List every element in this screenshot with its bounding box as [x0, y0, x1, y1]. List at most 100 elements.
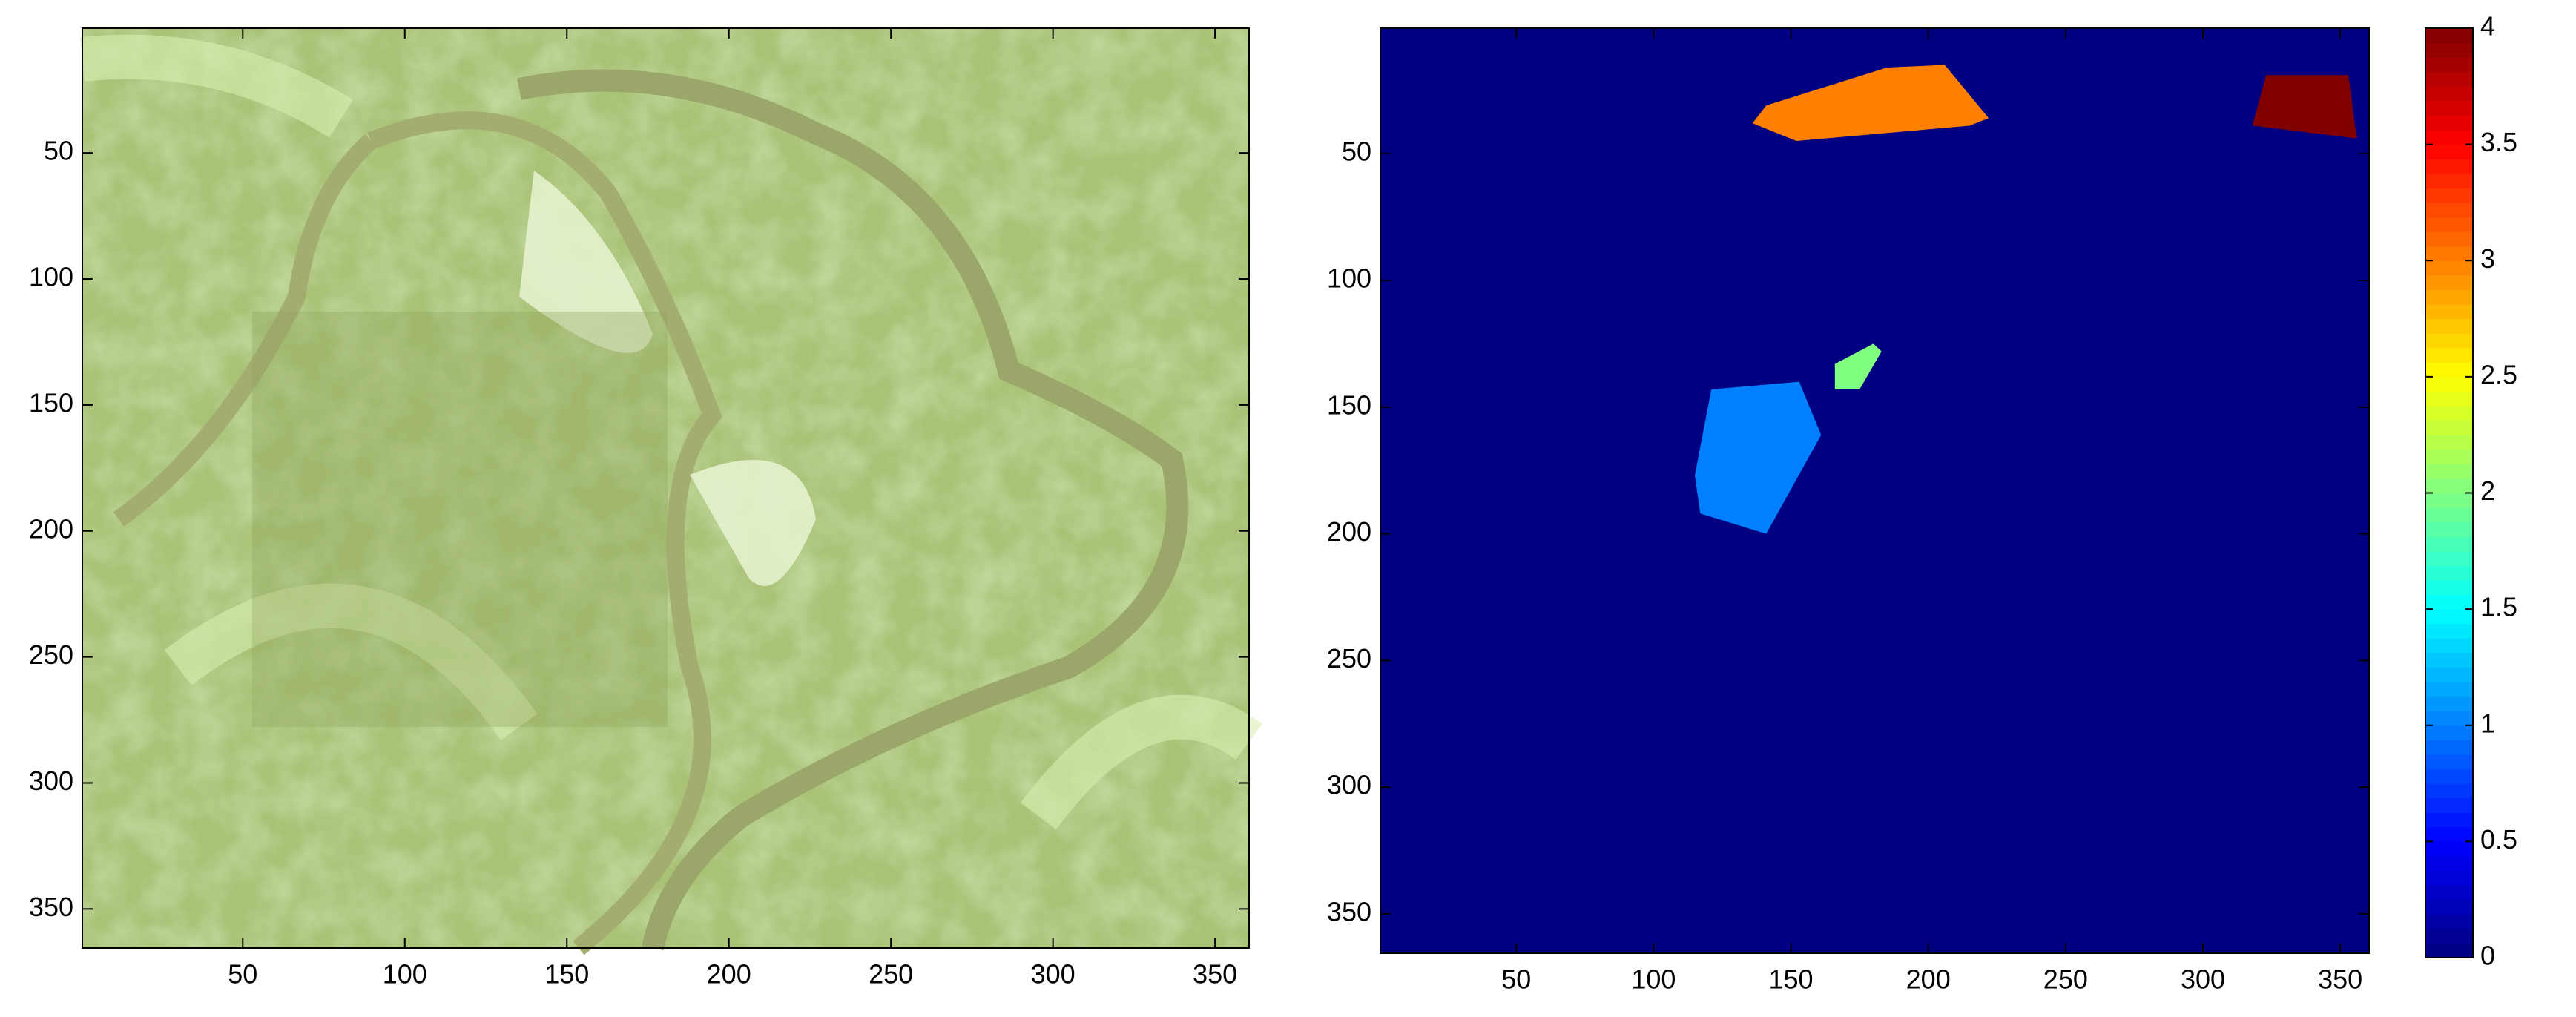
x-tick-label: 300: [2181, 964, 2225, 995]
colorbar-swatch: [2425, 711, 2473, 726]
colorbar-swatch: [2425, 594, 2473, 610]
colorbar-swatch: [2425, 435, 2473, 450]
x-tick-label: 100: [1631, 964, 1676, 995]
colorbar-swatch: [2425, 28, 2473, 44]
image-river: [113, 111, 722, 955]
image-forest: [252, 312, 668, 727]
y-tick-label: 50: [1342, 136, 1371, 167]
x-tick-label: 50: [228, 959, 257, 990]
x-tick-label: 250: [2043, 964, 2088, 995]
colorbar-swatch: [2425, 217, 2473, 232]
colorbar-swatch: [2425, 420, 2473, 435]
colorbar-swatch: [2425, 507, 2473, 523]
colorbar-swatch: [2425, 667, 2473, 682]
colorbar-swatch: [2425, 173, 2473, 188]
colorbar-swatch: [2425, 609, 2473, 625]
colorbar-tick-label: 3.5: [2480, 127, 2517, 157]
colorbar-swatch: [2425, 725, 2473, 740]
colorbar-swatch: [2425, 826, 2473, 842]
y-tick-label: 350: [1327, 897, 1371, 927]
colorbar-swatch: [2425, 333, 2473, 349]
colorbar-swatch: [2425, 493, 2473, 508]
label-region: [1694, 381, 1822, 534]
colorbar-swatch: [2425, 246, 2473, 261]
colorbar-swatch: [2425, 638, 2473, 654]
colorbar-swatch: [2425, 318, 2473, 334]
y-tick-label: 200: [29, 513, 73, 544]
colorbar-tick-label: 3: [2480, 243, 2495, 274]
colorbar-swatch: [2425, 202, 2473, 218]
colorbar-swatch: [2425, 899, 2473, 915]
colorbar-swatch: [2425, 855, 2473, 872]
y-tick-label: 100: [29, 262, 73, 292]
x-tick-label: 200: [1906, 964, 1951, 995]
y-tick-label: 250: [29, 639, 73, 670]
colorbar-swatch: [2425, 682, 2473, 697]
colorbar-swatch: [2425, 188, 2473, 203]
y-tick-label: 200: [1327, 516, 1371, 547]
colorbar-swatch: [2425, 783, 2473, 799]
x-tick-label: 100: [383, 959, 427, 990]
label-region: [1752, 65, 1989, 142]
image-bright-patch: [519, 171, 816, 586]
colorbar-swatch: [2425, 768, 2473, 784]
y-tick-label: 100: [1327, 263, 1371, 293]
colorbar-swatch: [2425, 914, 2473, 929]
colorbar-swatch: [2425, 885, 2473, 901]
colorbar-swatch: [2425, 449, 2473, 464]
colorbar-swatch: [2425, 406, 2473, 421]
colorbar-swatch: [2425, 536, 2473, 552]
colorbar-swatch: [2425, 86, 2473, 102]
y-tick-label: 350: [29, 892, 73, 922]
colorbar-swatch: [2425, 943, 2473, 958]
colorbar-tick-label: 2: [2480, 475, 2495, 506]
colorbar-swatch: [2425, 376, 2473, 392]
colorbar-swatch: [2425, 391, 2473, 407]
colorbar-swatch: [2425, 579, 2473, 596]
x-tick-label: 350: [2318, 964, 2362, 995]
colorbar-swatch: [2425, 159, 2473, 174]
axes-frame: [82, 27, 1250, 949]
colorbar-tick-label: 2.5: [2480, 359, 2517, 389]
colorbar-swatch: [2425, 115, 2473, 131]
label-region: [2252, 75, 2357, 139]
colorbar-swatch: [2425, 274, 2473, 291]
axes-frame: [1380, 27, 2370, 954]
x-tick-label: 150: [1769, 964, 1814, 995]
colorbar-swatch: [2425, 478, 2473, 494]
colorbar-tick-label: 0.5: [2480, 824, 2517, 855]
colorbar-tick-label: 4: [2480, 11, 2495, 42]
colorbar-swatch: [2425, 623, 2473, 639]
colorbar-swatch: [2425, 550, 2473, 566]
colorbar-swatch: [2425, 696, 2473, 711]
satellite-image: [79, 28, 1262, 955]
y-tick-label: 150: [1327, 389, 1371, 420]
colorbar-swatch: [2425, 797, 2473, 813]
colorbar-swatch: [2425, 144, 2473, 159]
image-light-area: [79, 34, 1262, 830]
background-region: [1380, 28, 2369, 953]
x-tick-label: 250: [869, 959, 913, 990]
colorbar-swatch: [2425, 928, 2473, 944]
x-tick-label: 300: [1031, 959, 1075, 990]
label-region: [1834, 343, 1882, 389]
x-tick-label: 150: [544, 959, 589, 990]
colorbar-swatch: [2425, 521, 2473, 537]
colorbar-swatch: [2425, 303, 2473, 320]
y-tick-label: 250: [1327, 643, 1371, 674]
y-tick-label: 150: [29, 387, 73, 418]
colorbar-swatch: [2425, 754, 2473, 770]
y-tick-label: 300: [29, 766, 73, 796]
colorbar-swatch: [2425, 130, 2473, 145]
colorbar-tick-label: 0: [2480, 941, 2495, 971]
colorbar-tick-label: 1: [2480, 708, 2495, 738]
colorbar-swatch: [2425, 870, 2473, 886]
colorbar-swatch: [2425, 42, 2473, 58]
colorbar-swatch: [2425, 740, 2473, 755]
y-tick-label: 300: [1327, 770, 1371, 800]
colorbar-swatch: [2425, 565, 2473, 581]
colorbar-swatch: [2425, 464, 2473, 479]
colorbar-swatch: [2425, 841, 2473, 857]
